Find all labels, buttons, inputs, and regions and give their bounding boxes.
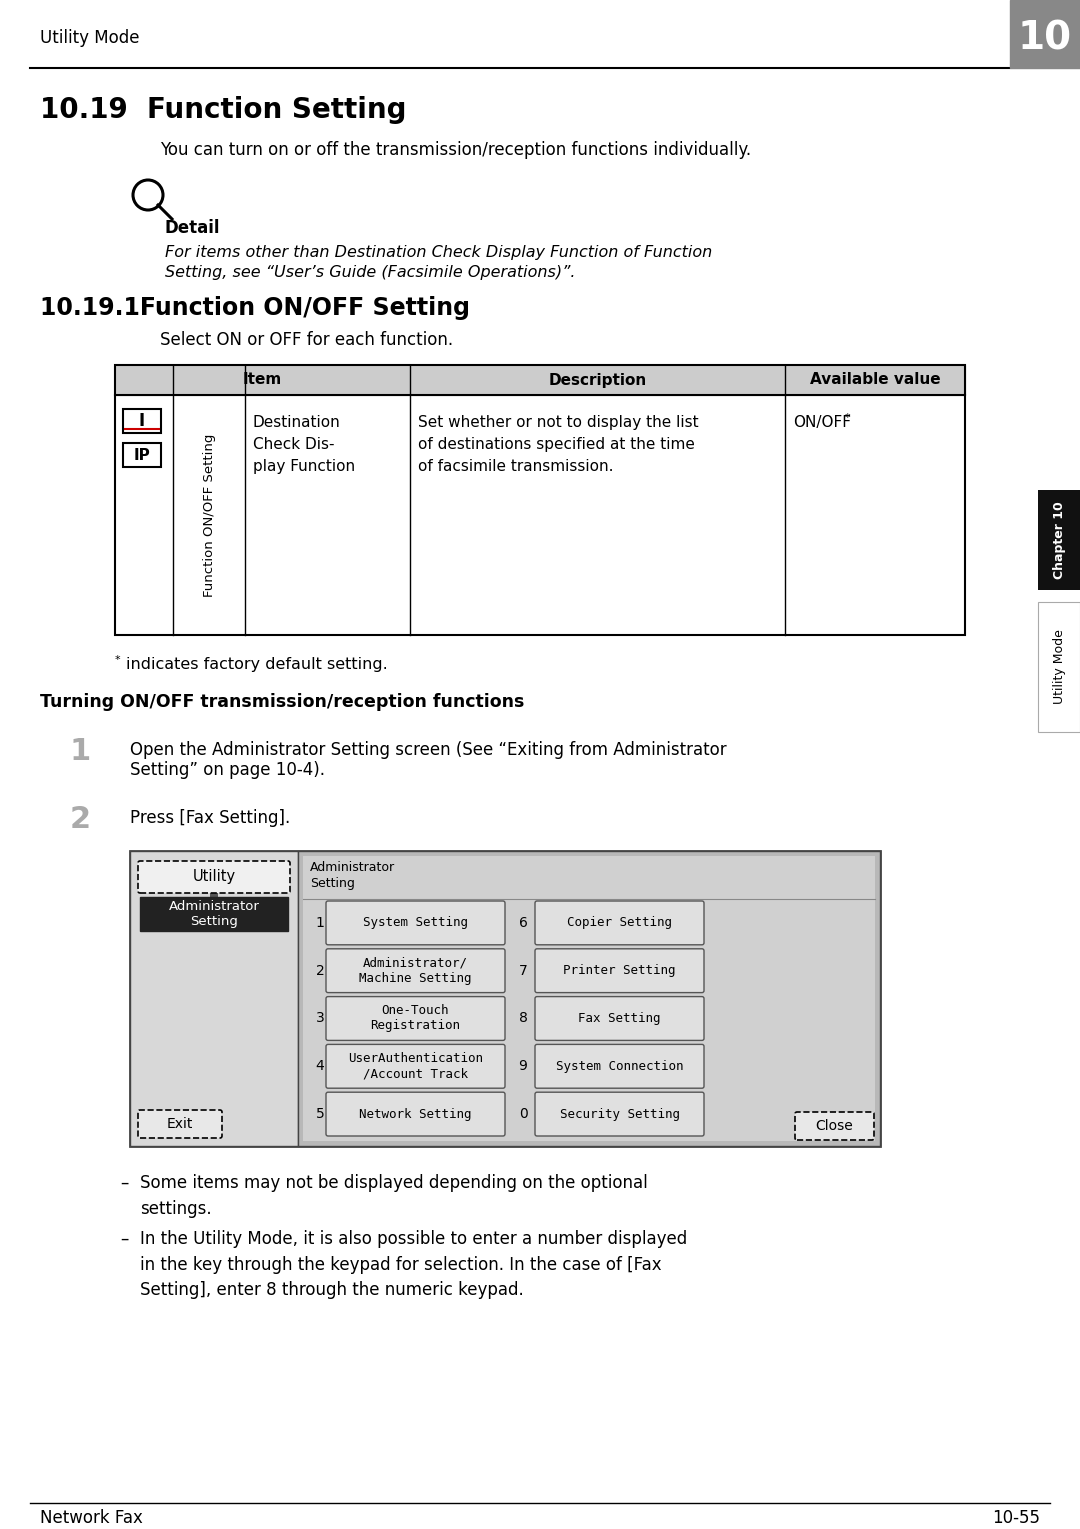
Text: 6: 6 <box>518 916 527 930</box>
Text: 10: 10 <box>1018 18 1072 57</box>
Text: Security Setting: Security Setting <box>559 1107 679 1121</box>
Text: 2: 2 <box>315 963 324 977</box>
Text: –: – <box>120 1174 129 1193</box>
Text: You can turn on or off the transmission/reception functions individually.: You can turn on or off the transmission/… <box>160 141 751 159</box>
Text: 10.19  Function Setting: 10.19 Function Setting <box>40 96 406 124</box>
Text: For items other than Destination Check Display Function of Function: For items other than Destination Check D… <box>165 245 712 260</box>
Text: Setting” on page 10-4).: Setting” on page 10-4). <box>130 761 325 778</box>
Text: Administrator/
Machine Setting: Administrator/ Machine Setting <box>360 957 472 985</box>
Text: Description: Description <box>549 373 647 387</box>
Text: UserAuthentication
/Account Track: UserAuthentication /Account Track <box>348 1052 483 1081</box>
Text: 3: 3 <box>315 1012 324 1026</box>
Text: Detail: Detail <box>165 219 220 237</box>
Text: 0: 0 <box>518 1107 527 1121</box>
Text: System Connection: System Connection <box>556 1060 684 1073</box>
Text: –: – <box>120 1229 129 1248</box>
Text: Exit: Exit <box>166 1118 193 1131</box>
Text: Destination
Check Dis-
play Function: Destination Check Dis- play Function <box>253 414 355 474</box>
Bar <box>114 365 966 635</box>
Text: Close: Close <box>815 1119 853 1133</box>
Text: Network Setting: Network Setting <box>360 1107 472 1121</box>
FancyBboxPatch shape <box>795 1112 874 1141</box>
Text: In the Utility Mode, it is also possible to enter a number displayed
in the key : In the Utility Mode, it is also possible… <box>140 1229 687 1300</box>
FancyBboxPatch shape <box>535 1044 704 1089</box>
Text: 1: 1 <box>69 737 91 766</box>
Text: IP: IP <box>134 448 150 462</box>
Text: Item: Item <box>243 373 282 387</box>
Bar <box>303 856 875 1141</box>
FancyBboxPatch shape <box>138 861 291 893</box>
Text: Utility Mode: Utility Mode <box>1053 630 1066 705</box>
Text: *: * <box>114 654 121 665</box>
Text: Fax Setting: Fax Setting <box>578 1012 661 1024</box>
FancyBboxPatch shape <box>326 901 505 945</box>
Text: Setting, see “User’s Guide (Facsimile Operations)”.: Setting, see “User’s Guide (Facsimile Op… <box>165 265 576 280</box>
Bar <box>298 852 880 1147</box>
FancyBboxPatch shape <box>138 1110 222 1138</box>
FancyBboxPatch shape <box>326 1092 505 1136</box>
Text: 8: 8 <box>518 1012 527 1026</box>
FancyBboxPatch shape <box>535 950 704 992</box>
FancyBboxPatch shape <box>535 1092 704 1136</box>
Text: Open the Administrator Setting screen (See “Exiting from Administrator: Open the Administrator Setting screen (S… <box>130 742 727 758</box>
Text: Printer Setting: Printer Setting <box>564 965 676 977</box>
Text: 10.19.1Function ON/OFF Setting: 10.19.1Function ON/OFF Setting <box>40 297 470 320</box>
Text: Press [Fax Setting].: Press [Fax Setting]. <box>130 809 291 827</box>
Text: Utility: Utility <box>192 870 235 884</box>
Text: ON/OFF: ON/OFF <box>793 414 851 430</box>
Text: One-Touch
Registration: One-Touch Registration <box>370 1005 460 1032</box>
Bar <box>130 852 880 1147</box>
Text: Function ON/OFF Setting: Function ON/OFF Setting <box>203 433 216 596</box>
Text: Chapter 10: Chapter 10 <box>1053 502 1066 579</box>
Bar <box>123 408 161 433</box>
FancyBboxPatch shape <box>326 997 505 1040</box>
Bar <box>1038 489 1080 590</box>
Text: 9: 9 <box>518 1060 527 1073</box>
Text: Turning ON/OFF transmission/reception functions: Turning ON/OFF transmission/reception fu… <box>40 693 525 711</box>
Bar <box>210 891 218 898</box>
Text: Network Fax: Network Fax <box>40 1509 143 1527</box>
Text: 7: 7 <box>518 963 527 977</box>
FancyBboxPatch shape <box>535 901 704 945</box>
Bar <box>114 365 966 394</box>
Text: System Setting: System Setting <box>363 916 468 930</box>
Text: Available value: Available value <box>810 373 941 387</box>
Text: *: * <box>845 413 851 424</box>
FancyBboxPatch shape <box>326 950 505 992</box>
Text: Administrator
Setting: Administrator Setting <box>310 861 395 890</box>
Text: I: I <box>139 411 145 430</box>
Text: 5: 5 <box>315 1107 324 1121</box>
Text: 10-55: 10-55 <box>993 1509 1040 1527</box>
Bar <box>1038 602 1080 732</box>
Text: 4: 4 <box>315 1060 324 1073</box>
Bar <box>140 898 288 931</box>
Text: Set whether or not to display the list
of destinations specified at the time
of : Set whether or not to display the list o… <box>418 414 699 474</box>
FancyBboxPatch shape <box>535 997 704 1040</box>
Text: Some items may not be displayed depending on the optional
settings.: Some items may not be displayed dependin… <box>140 1174 648 1217</box>
Text: 2: 2 <box>69 804 91 833</box>
FancyBboxPatch shape <box>326 1044 505 1089</box>
Bar <box>130 852 298 1147</box>
Text: Administrator
Setting: Administrator Setting <box>168 899 259 928</box>
Text: indicates factory default setting.: indicates factory default setting. <box>126 657 388 673</box>
Text: Select ON or OFF for each function.: Select ON or OFF for each function. <box>160 330 454 349</box>
Text: Copier Setting: Copier Setting <box>567 916 672 930</box>
Bar <box>123 443 161 466</box>
Text: Utility Mode: Utility Mode <box>40 29 139 47</box>
Bar <box>1010 0 1080 67</box>
Text: 1: 1 <box>315 916 324 930</box>
